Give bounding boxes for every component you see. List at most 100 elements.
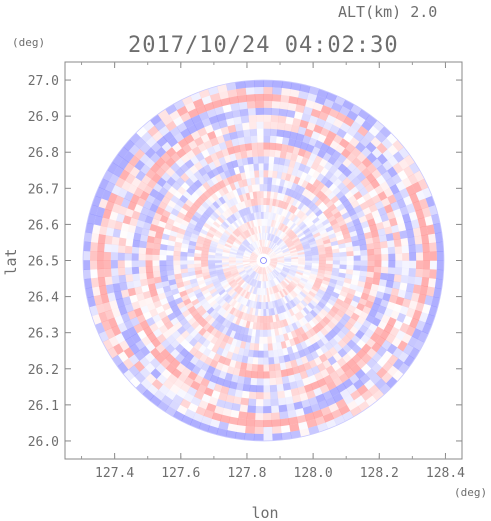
radar-cell	[250, 198, 255, 207]
radar-cell	[254, 241, 258, 249]
radar-cell	[135, 383, 148, 395]
radar-cell	[339, 305, 348, 314]
radar-cell	[236, 130, 245, 139]
radar-cell	[254, 86, 264, 95]
radar-cell	[408, 244, 416, 254]
radar-cell	[355, 285, 365, 293]
radar-cell	[322, 239, 331, 245]
radar-cell	[231, 282, 238, 289]
radar-cell	[218, 156, 227, 166]
radar-cell	[279, 150, 287, 159]
radar-cell	[283, 303, 289, 312]
radar-cell	[411, 181, 423, 193]
radar-cell	[213, 282, 222, 289]
radar-cell	[269, 263, 277, 267]
radar-cell	[104, 328, 116, 340]
radar-cell	[181, 95, 194, 106]
radar-cell	[190, 130, 201, 141]
radar-cell	[308, 137, 318, 147]
radar-cell	[210, 184, 219, 194]
radar-cell	[324, 170, 334, 180]
radar-cell	[310, 380, 320, 391]
radar-cell	[269, 241, 273, 249]
radar-cell	[232, 145, 241, 154]
radar-cell	[192, 412, 204, 423]
radar-cell	[193, 312, 202, 321]
radar-cell	[272, 235, 278, 243]
radar-cell	[258, 273, 261, 281]
radar-cell	[202, 181, 211, 191]
radar-cell	[168, 186, 178, 196]
radar-cell	[289, 338, 296, 347]
radar-cell	[277, 348, 284, 357]
radar-cell	[249, 257, 257, 260]
radar-cell	[325, 225, 334, 233]
radar-cell	[220, 414, 231, 424]
radar-cell	[290, 255, 299, 258]
radar-cell	[394, 267, 403, 276]
radar-cell	[341, 228, 350, 235]
radar-cell	[273, 228, 278, 236]
radar-cell	[252, 272, 257, 279]
radar-cell	[252, 264, 259, 270]
radar-cell	[269, 135, 277, 144]
x-tick-label: 127.6	[161, 466, 200, 481]
radar-cell	[402, 213, 412, 223]
radar-cell	[428, 305, 438, 317]
radar-cell	[270, 114, 279, 123]
radar-cell	[309, 309, 318, 318]
radar-cell	[297, 293, 305, 300]
radar-cell	[195, 406, 207, 417]
radar-cell	[206, 333, 215, 342]
radar-cell	[235, 173, 243, 182]
radar-cell	[209, 213, 218, 222]
radar-cell	[234, 361, 242, 370]
radar-cell	[312, 216, 320, 224]
radar-cell	[289, 232, 296, 239]
radar-cell	[144, 215, 154, 225]
radar-cell	[180, 357, 191, 368]
radar-cell	[295, 271, 304, 276]
radar-cell	[146, 209, 156, 219]
radar-cell	[386, 273, 395, 282]
radar-cell	[98, 198, 109, 210]
radar-cell	[279, 411, 289, 420]
radar-cell	[269, 272, 273, 280]
radar-cell	[155, 206, 165, 216]
radar-cell	[249, 261, 257, 263]
radar-cell	[304, 322, 313, 331]
radar-cell	[180, 172, 190, 182]
radar-cell	[206, 170, 216, 180]
radar-cell	[120, 198, 131, 209]
radar-cell	[180, 264, 188, 270]
radar-cell	[255, 301, 260, 309]
radar-cell	[242, 260, 250, 262]
radar-cell	[229, 330, 237, 339]
radar-cell	[206, 283, 215, 289]
radar-cell	[242, 290, 248, 298]
radar-cell	[382, 219, 391, 229]
radar-cell	[204, 238, 212, 244]
radar-cell	[235, 256, 243, 259]
radar-cell	[318, 263, 326, 268]
radar-cell	[285, 238, 292, 245]
radar-cell	[240, 340, 247, 349]
radar-cell	[331, 271, 339, 277]
radar-cell	[313, 387, 323, 397]
radar-cell	[201, 301, 210, 309]
radar-cell	[131, 246, 140, 254]
radar-cell	[151, 218, 160, 227]
radar-cell	[305, 257, 313, 261]
radar-cell	[146, 235, 155, 244]
radar-cell	[388, 260, 396, 268]
radar-cell	[319, 285, 327, 293]
radar-cell	[263, 246, 265, 254]
radar-cell	[339, 138, 350, 149]
radar-cell	[399, 205, 409, 216]
radar-cell	[332, 260, 340, 265]
radar-cell	[298, 256, 306, 259]
radar-cell	[129, 343, 140, 355]
radar-cell	[357, 125, 369, 137]
radar-cell	[327, 155, 338, 166]
